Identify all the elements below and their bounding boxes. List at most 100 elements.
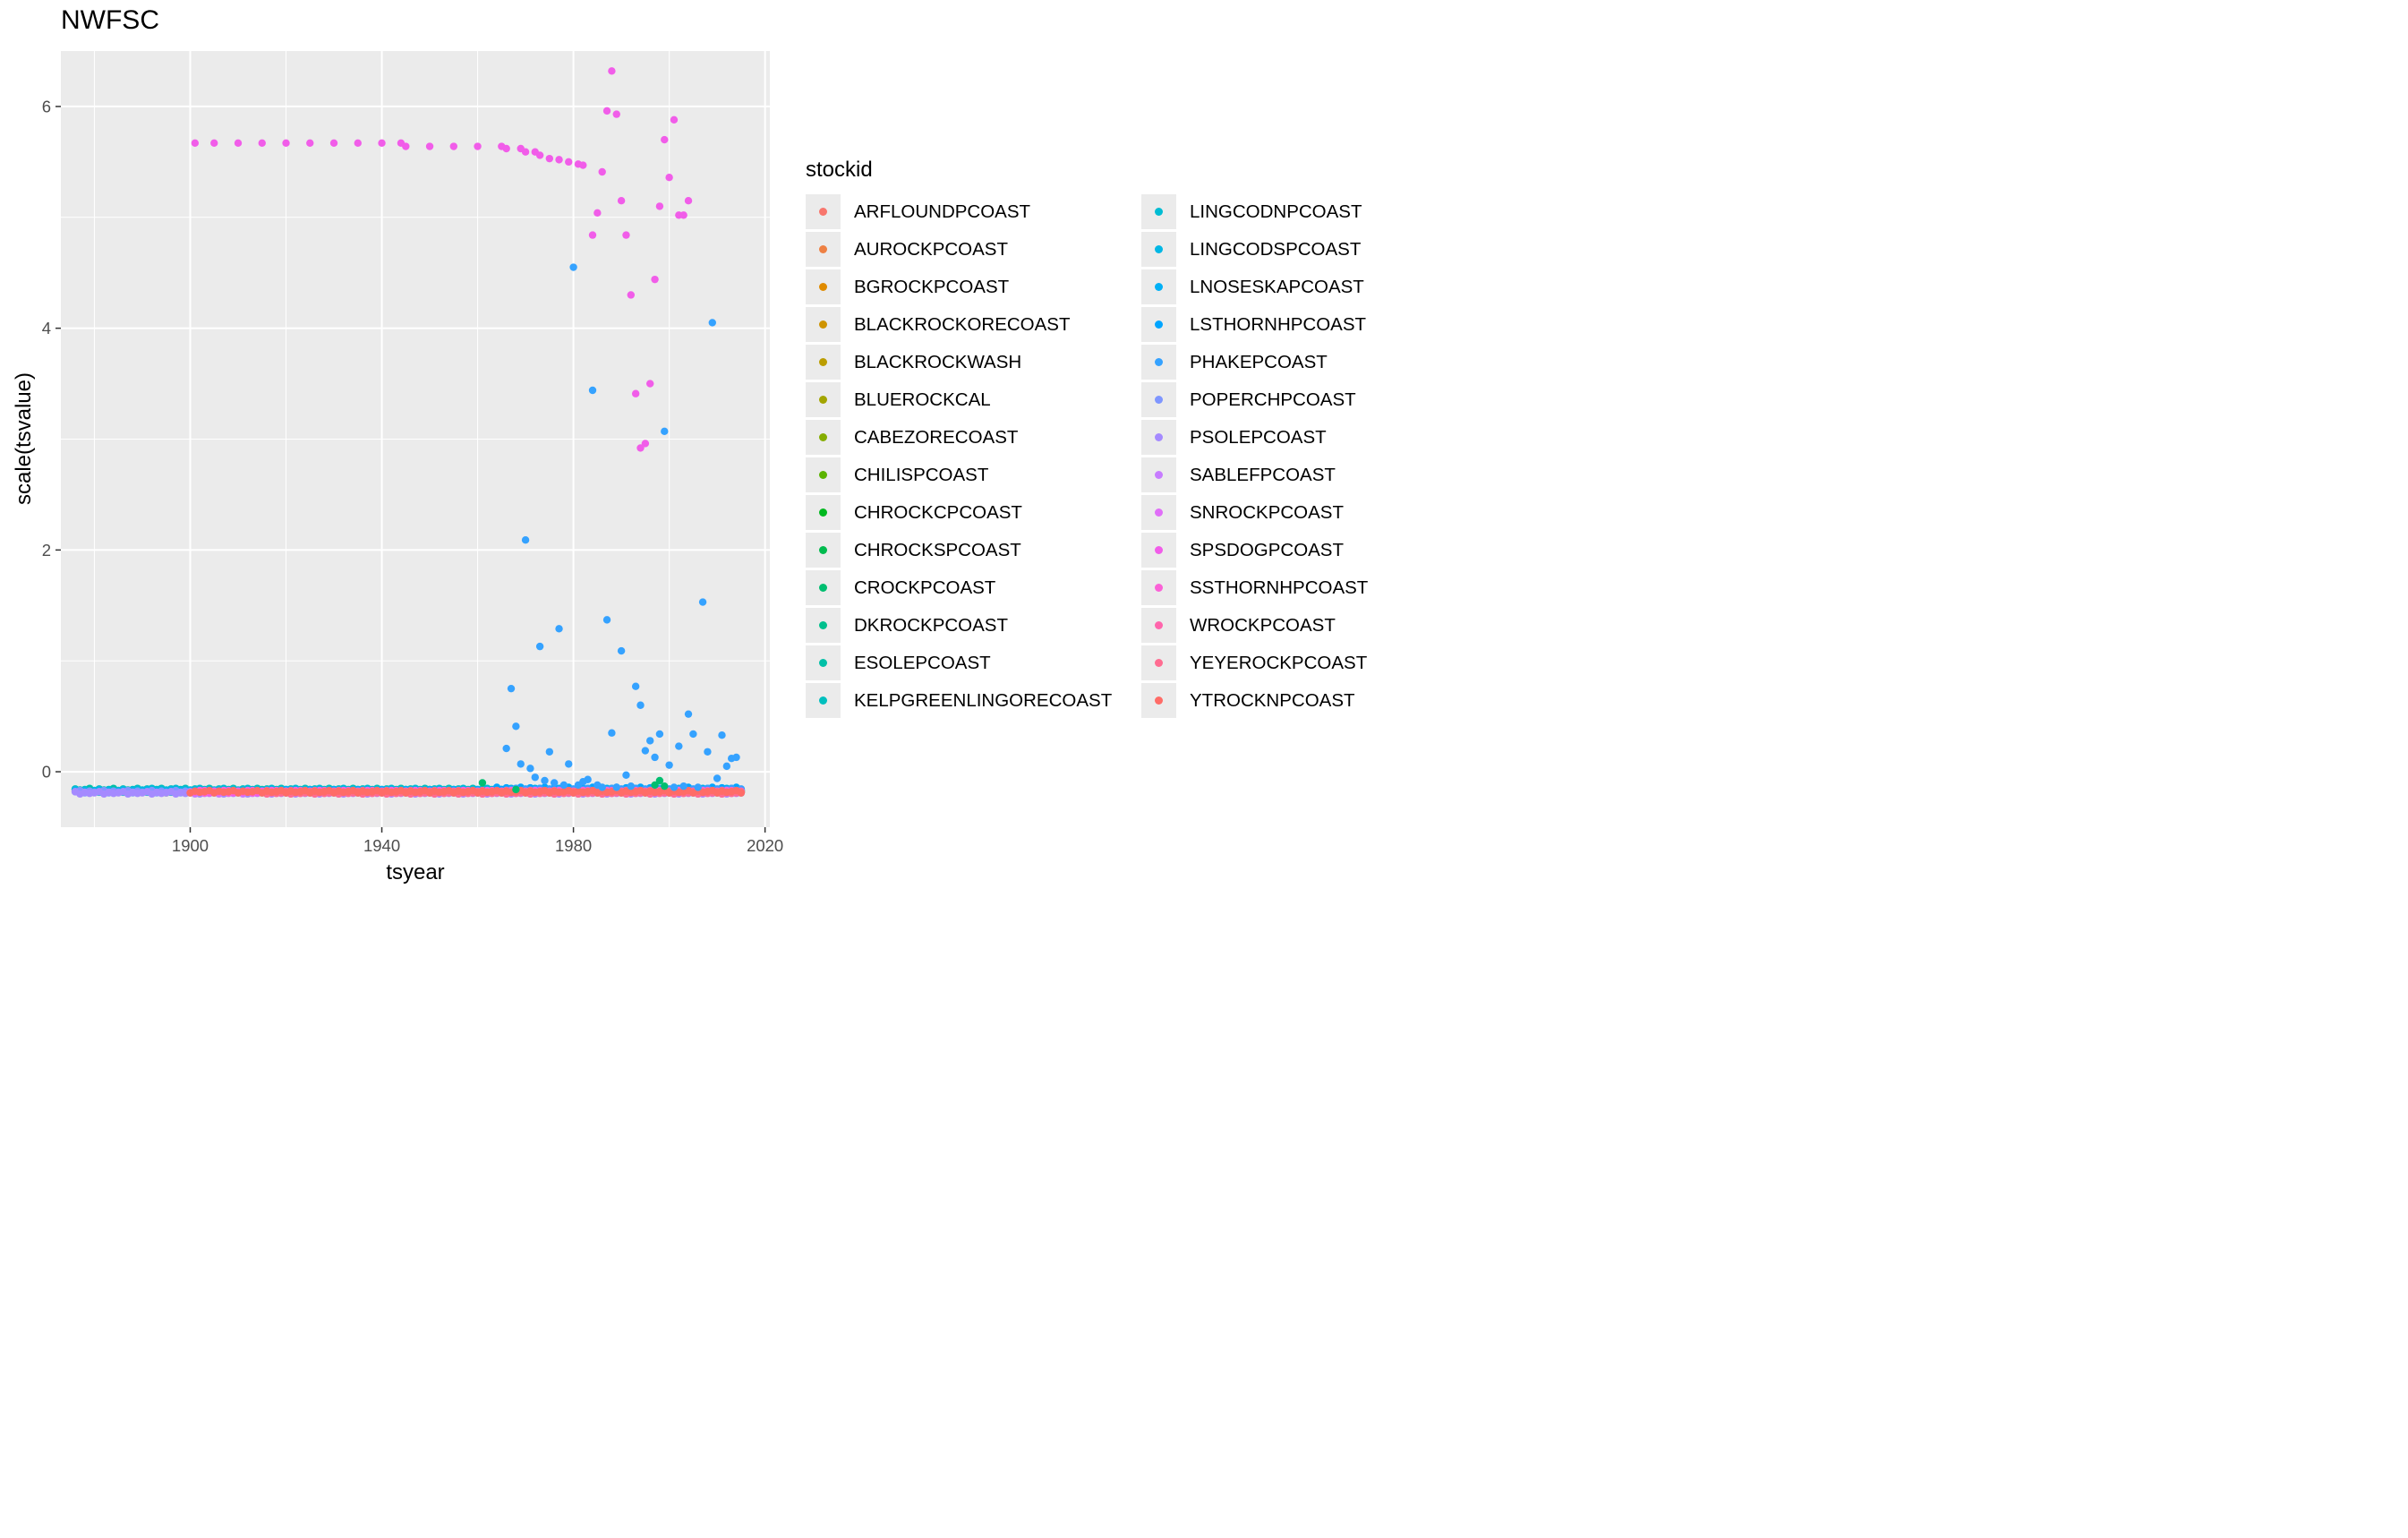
data-point bbox=[608, 67, 616, 75]
legend-label: PSOLEPCOAST bbox=[1190, 427, 1327, 448]
legend-dot-icon bbox=[819, 471, 827, 479]
data-point bbox=[713, 774, 722, 782]
legend-dot-icon bbox=[1155, 358, 1163, 366]
legend-key bbox=[806, 570, 841, 605]
legend-dot-icon bbox=[819, 358, 827, 366]
data-point bbox=[631, 682, 640, 690]
data-point bbox=[555, 156, 563, 164]
legend-key bbox=[1141, 645, 1176, 680]
data-point bbox=[593, 209, 602, 218]
legend-key bbox=[806, 495, 841, 530]
legend-label: WROCKPCOAST bbox=[1190, 615, 1336, 636]
data-point bbox=[612, 783, 620, 791]
legend-key bbox=[1141, 420, 1176, 455]
legend-item: ARFLOUNDPCOAST bbox=[806, 194, 1146, 232]
data-point bbox=[449, 142, 458, 150]
data-point bbox=[234, 139, 243, 148]
data-point bbox=[646, 737, 654, 745]
legend-item: BLUEROCKCAL bbox=[806, 382, 1146, 420]
data-point bbox=[708, 319, 716, 327]
data-point bbox=[541, 776, 549, 785]
legend-item: CABEZORECOAST bbox=[806, 420, 1146, 457]
legend-dot-icon bbox=[819, 621, 827, 629]
data-point bbox=[684, 197, 693, 205]
x-tick-label: 1980 bbox=[555, 836, 592, 855]
data-point bbox=[661, 782, 669, 790]
legend-dot-icon bbox=[819, 283, 827, 291]
legend-item: SPSDOGPCOAST bbox=[1141, 533, 1482, 570]
legend-key bbox=[806, 645, 841, 680]
legend-dot-icon bbox=[819, 508, 827, 517]
legend-label: YEYEROCKPCOAST bbox=[1190, 653, 1368, 673]
legend-label: SPSDOGPCOAST bbox=[1190, 540, 1345, 560]
legend-key bbox=[1141, 457, 1176, 492]
data-point bbox=[565, 760, 573, 768]
legend-key bbox=[806, 232, 841, 267]
data-point bbox=[425, 142, 434, 150]
legend-key bbox=[806, 307, 841, 342]
data-point bbox=[627, 782, 636, 790]
data-point bbox=[675, 742, 683, 750]
data-point bbox=[565, 158, 573, 167]
data-point bbox=[588, 231, 597, 239]
legend-item: CROCKPCOAST bbox=[806, 570, 1146, 608]
legend-label: LSTHORNHPCOAST bbox=[1190, 314, 1367, 335]
x-tick-label: 2020 bbox=[747, 836, 783, 855]
data-point bbox=[661, 427, 669, 436]
legend-dot-icon bbox=[1155, 208, 1163, 216]
data-point bbox=[550, 779, 559, 787]
data-point bbox=[559, 781, 568, 790]
legend-label: LNOSESKAPCOAST bbox=[1190, 277, 1364, 297]
legend-dot-icon bbox=[1155, 584, 1163, 592]
legend-key bbox=[806, 608, 841, 643]
data-point bbox=[612, 110, 620, 118]
data-point bbox=[535, 151, 544, 159]
data-point bbox=[622, 231, 630, 239]
legend-label: POPERCHPCOAST bbox=[1190, 389, 1356, 410]
legend-item: YEYEROCKPCOAST bbox=[1141, 645, 1482, 683]
legend-item: BGROCKPCOAST bbox=[806, 269, 1146, 307]
legend-dot-icon bbox=[819, 208, 827, 216]
data-point bbox=[512, 785, 520, 794]
data-point bbox=[306, 139, 314, 148]
y-tick-label: 6 bbox=[42, 97, 51, 115]
legend-key bbox=[806, 269, 841, 304]
data-point bbox=[512, 722, 520, 731]
legend-dot-icon bbox=[1155, 659, 1163, 667]
legend-key bbox=[1141, 194, 1176, 229]
data-point bbox=[694, 783, 702, 791]
legend-label: ESOLEPCOAST bbox=[854, 653, 991, 673]
legend-key bbox=[806, 382, 841, 417]
data-point bbox=[545, 154, 554, 163]
legend-item: AUROCKPCOAST bbox=[806, 232, 1146, 269]
data-point bbox=[258, 139, 266, 148]
data-point bbox=[378, 139, 386, 148]
x-tick-label: 1900 bbox=[172, 836, 209, 855]
data-point bbox=[651, 753, 659, 762]
data-point bbox=[631, 389, 640, 397]
data-point bbox=[478, 779, 487, 787]
legend-item: CHILISPCOAST bbox=[806, 457, 1146, 495]
legend-label: CHILISPCOAST bbox=[854, 465, 989, 485]
y-tick-label: 4 bbox=[42, 319, 51, 338]
legend-key bbox=[1141, 533, 1176, 568]
legend-label: BLUEROCKCAL bbox=[854, 389, 991, 410]
data-point bbox=[521, 536, 530, 544]
data-point bbox=[402, 142, 410, 150]
data-point bbox=[502, 144, 510, 153]
data-point bbox=[636, 701, 645, 709]
legend-label: CROCKPCOAST bbox=[854, 577, 996, 598]
legend-label: SSTHORNHPCOAST bbox=[1190, 577, 1369, 598]
legend: ARFLOUNDPCOAST AUROCKPCOAST BGROCKPCOAST BL… bbox=[806, 194, 1388, 721]
data-point bbox=[579, 161, 587, 169]
data-point bbox=[646, 380, 654, 388]
legend-key bbox=[1141, 307, 1176, 342]
legend-dot-icon bbox=[1155, 621, 1163, 629]
legend-item: ESOLEPCOAST bbox=[806, 645, 1146, 683]
data-point bbox=[602, 107, 611, 115]
legend-item: YTROCKNPCOAST bbox=[1141, 683, 1482, 721]
legend-label: PHAKEPCOAST bbox=[1190, 352, 1328, 372]
legend-dot-icon bbox=[1155, 696, 1163, 705]
legend-label: CABEZORECOAST bbox=[854, 427, 1019, 448]
data-point bbox=[555, 625, 563, 633]
